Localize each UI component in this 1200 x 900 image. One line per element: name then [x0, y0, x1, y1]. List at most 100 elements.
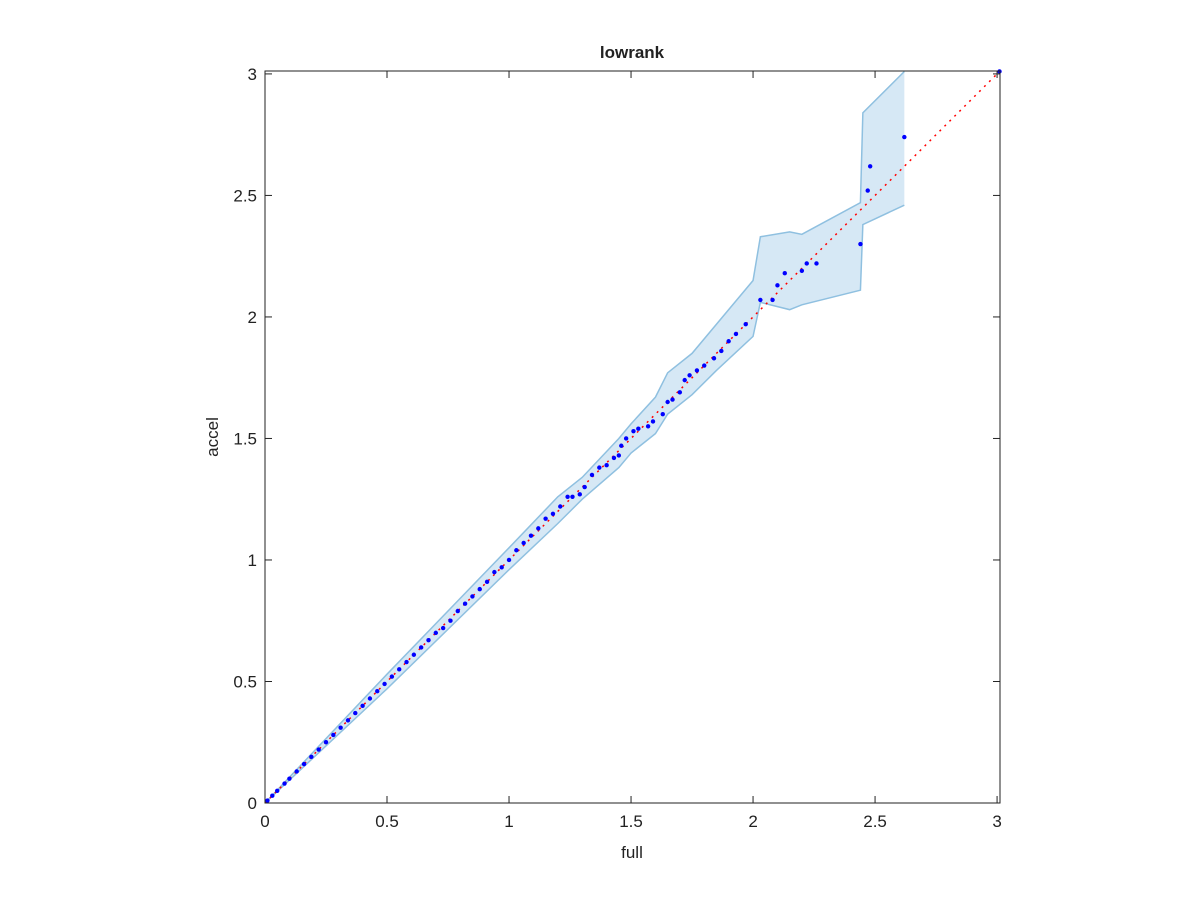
- point: [650, 419, 656, 424]
- point: [619, 443, 624, 448]
- point: [455, 608, 460, 614]
- chart-title: lowrank: [600, 43, 665, 62]
- point: [477, 586, 482, 592]
- point: [345, 718, 351, 723]
- x-tick-label: 0.5: [375, 812, 399, 831]
- point: [360, 703, 365, 708]
- point: [758, 297, 763, 303]
- point: [462, 601, 468, 606]
- point: [294, 769, 299, 774]
- point: [858, 241, 863, 247]
- reference-line: [264, 70, 1001, 804]
- y-tick-label: 2: [248, 308, 257, 327]
- y-tick-label: 1.5: [233, 429, 257, 448]
- point: [645, 424, 651, 429]
- point: [338, 725, 343, 730]
- point: [282, 781, 287, 786]
- point: [719, 348, 724, 354]
- x-axis-label: full: [621, 843, 643, 862]
- point: [470, 594, 475, 599]
- point: [782, 270, 787, 276]
- point: [743, 322, 748, 327]
- point: [636, 426, 641, 431]
- point: [770, 297, 775, 303]
- point: [382, 681, 387, 687]
- point: [506, 557, 512, 563]
- point: [799, 268, 805, 273]
- point: [682, 377, 687, 383]
- point: [694, 368, 700, 373]
- point: [514, 548, 519, 553]
- point: [726, 339, 731, 344]
- x-tick-label: 1.5: [619, 812, 643, 831]
- point: [867, 164, 873, 169]
- y-tick-label: 3: [248, 65, 257, 84]
- point: [660, 411, 665, 417]
- point: [265, 798, 270, 803]
- point: [814, 261, 819, 266]
- point: [440, 625, 446, 631]
- point: [565, 494, 570, 499]
- point: [611, 455, 617, 461]
- point: [536, 526, 541, 531]
- point: [397, 667, 402, 672]
- x-tick-label: 0: [260, 812, 269, 831]
- y-tick-label: 2.5: [233, 186, 257, 205]
- x-tick-label: 2: [748, 812, 757, 831]
- point: [309, 754, 314, 760]
- point: [270, 793, 275, 798]
- point: [323, 740, 329, 745]
- point: [499, 565, 504, 570]
- point: [570, 494, 575, 499]
- point: [631, 428, 636, 434]
- point: [711, 356, 717, 361]
- point: [484, 579, 490, 585]
- point: [528, 533, 534, 538]
- x-tick-label: 1: [504, 812, 513, 831]
- point: [287, 776, 292, 781]
- band-edge: [264, 70, 905, 804]
- point: [550, 511, 556, 516]
- point: [577, 492, 582, 497]
- point: [589, 472, 595, 478]
- point: [597, 465, 602, 470]
- band-edge: [264, 204, 905, 804]
- point: [389, 674, 395, 679]
- point: [375, 689, 380, 694]
- point: [670, 397, 675, 402]
- point: [426, 637, 431, 643]
- point: [616, 453, 622, 458]
- point: [604, 462, 609, 468]
- point: [677, 390, 683, 395]
- y-tick-label: 1: [248, 551, 257, 570]
- y-tick-label: 0: [248, 794, 257, 813]
- point: [582, 484, 587, 490]
- point: [902, 134, 907, 140]
- x-tick-label: 2.5: [863, 812, 887, 831]
- point: [702, 363, 707, 368]
- x-tick-label: 3: [992, 812, 1001, 831]
- point: [687, 373, 692, 378]
- point: [404, 659, 409, 665]
- y-tick-label: 0.5: [233, 672, 257, 691]
- y-axis-label: accel: [203, 417, 222, 457]
- point: [353, 710, 358, 716]
- point: [733, 331, 739, 337]
- point: [275, 788, 280, 794]
- axes-box: [264, 70, 1001, 804]
- point: [804, 261, 809, 266]
- point: [411, 652, 417, 657]
- point: [433, 630, 439, 636]
- point: [521, 540, 526, 546]
- point: [492, 569, 497, 575]
- point: [665, 399, 670, 405]
- point: [558, 504, 563, 509]
- point: [623, 436, 629, 441]
- point: [448, 618, 453, 623]
- point: [543, 516, 548, 521]
- point: [775, 283, 780, 288]
- point: [865, 188, 870, 193]
- point: [367, 696, 373, 701]
- point: [418, 645, 424, 650]
